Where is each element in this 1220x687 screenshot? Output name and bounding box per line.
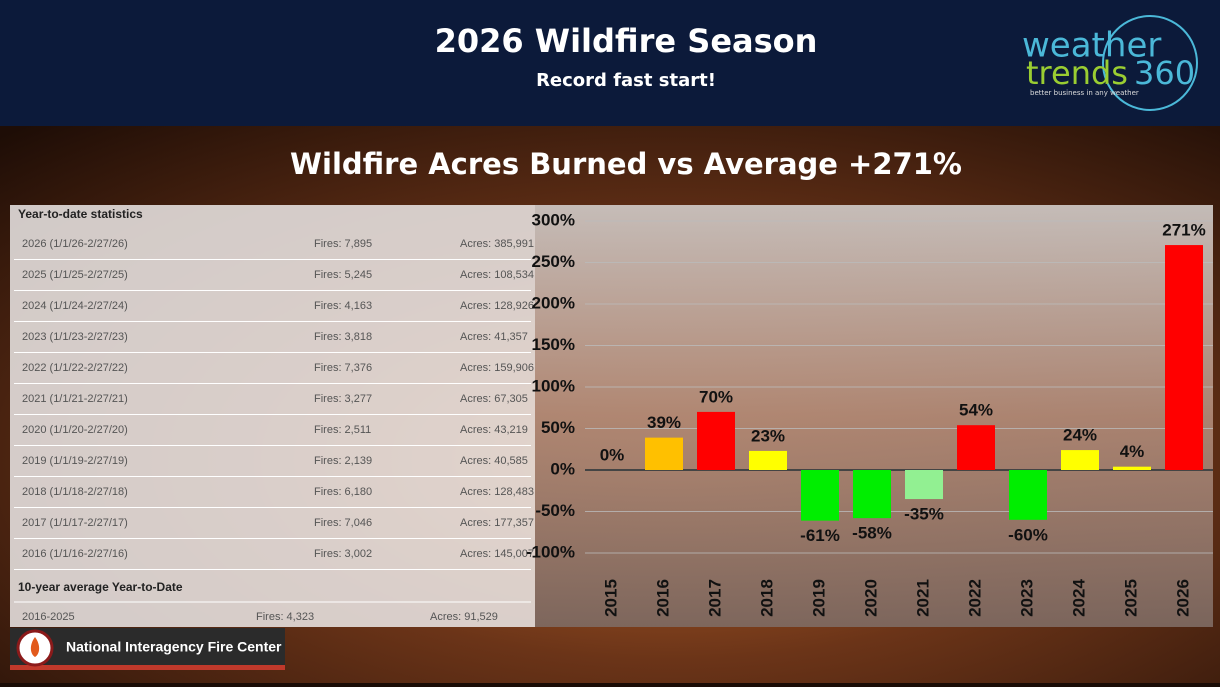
x-tick-label: 2021: [913, 579, 932, 617]
table-panel: [10, 205, 535, 627]
table-cell: 2021 (1/1/21-2/27/21): [22, 393, 128, 405]
x-tick-label: 2016: [653, 579, 672, 617]
chart-title: Wildfire Acres Burned vs Average +271%: [290, 147, 962, 181]
table-cell: Fires: 5,245: [314, 269, 372, 281]
table-cell: Fires: 4,323: [256, 611, 314, 623]
value-label: 70%: [699, 387, 733, 406]
logo-ring: [1102, 15, 1198, 111]
y-tick-label: 0%: [550, 459, 575, 478]
table-cell: Acres: 177,357: [460, 517, 534, 529]
table-cell: Acres: 159,906: [460, 362, 534, 374]
bar: [853, 470, 891, 519]
value-label: 0%: [600, 445, 625, 464]
x-tick-label: 2023: [1017, 579, 1036, 617]
logo: weather trends 360 better business in an…: [1022, 15, 1198, 111]
header-bar: [0, 0, 1220, 126]
table-cell: Acres: 43,219: [460, 424, 528, 436]
bar: [1165, 245, 1203, 470]
y-tick-label: 250%: [532, 252, 575, 271]
bar: [1009, 470, 1047, 520]
value-label: 24%: [1063, 426, 1097, 445]
table-cell: Fires: 7,046: [314, 517, 372, 529]
logo-number: 360: [1134, 54, 1195, 92]
table-cell: Acres: 41,357: [460, 331, 528, 343]
table-cell: Acres: 91,529: [430, 611, 498, 623]
table-cell: Fires: 7,376: [314, 362, 372, 374]
x-tick-label: 2018: [757, 579, 776, 617]
bar: [905, 470, 943, 500]
table-cell: Acres: 40,585: [460, 455, 528, 467]
bar: [697, 411, 735, 470]
value-label: -60%: [1008, 525, 1048, 544]
table-cell: 2018 (1/1/18-2/27/18): [22, 486, 128, 498]
table-cell: Acres: 128,926: [460, 300, 534, 312]
table-cell: Acres: 108,534: [460, 269, 534, 281]
table-title: Year-to-date statistics: [18, 207, 143, 221]
value-label: 271%: [1162, 221, 1205, 240]
footer-stripe: [10, 665, 285, 670]
footer-badge: [10, 628, 285, 670]
x-tick-label: 2024: [1069, 579, 1088, 617]
table-cell: Fires: 3,277: [314, 393, 372, 405]
y-tick-label: 150%: [532, 335, 575, 354]
table-cell: 2025 (1/1/25-2/27/25): [22, 269, 128, 281]
table-cell: 2024 (1/1/24-2/27/24): [22, 300, 128, 312]
table-cell: 2016 (1/1/16-2/27/16): [22, 548, 128, 560]
value-label: 4%: [1120, 442, 1145, 461]
value-label: -58%: [852, 524, 892, 543]
table-cell: Acres: 385,991: [460, 238, 534, 250]
logo-word: trends: [1026, 54, 1128, 92]
y-tick-label: 300%: [532, 210, 575, 229]
x-tick-label: 2022: [965, 579, 984, 617]
table-cell: 2017 (1/1/17-2/27/17): [22, 517, 128, 529]
bar: [645, 437, 683, 470]
footer-source: National Interagency Fire Center: [66, 639, 282, 655]
y-tick-label: -100%: [526, 542, 575, 561]
table-average-title: 10-year average Year-to-Date: [18, 580, 183, 594]
bar: [801, 470, 839, 521]
x-tick-label: 2019: [809, 579, 828, 617]
y-tick-label: 50%: [541, 418, 575, 437]
footer-flame: [30, 637, 40, 657]
x-tick-label: 2026: [1173, 579, 1192, 617]
table-cell: 2020 (1/1/20-2/27/20): [22, 424, 128, 436]
table-cell: Fires: 4,163: [314, 300, 372, 312]
chart-panel: [535, 205, 1213, 627]
table-cell: Acres: 67,305: [460, 393, 528, 405]
value-label: -61%: [800, 526, 840, 545]
x-tick-label: 2017: [705, 579, 724, 617]
table-cell: Acres: 145,007: [460, 548, 534, 560]
table-cell: 2016-2025: [22, 611, 75, 623]
bar: [957, 425, 995, 470]
value-label: -35%: [904, 505, 944, 524]
x-tick-label: 2025: [1121, 579, 1140, 617]
y-tick-label: -50%: [535, 501, 575, 520]
table-cell: Fires: 7,895: [314, 238, 372, 250]
value-label: 23%: [751, 426, 785, 445]
header-subtitle: Record fast start!: [536, 70, 716, 91]
bar: [749, 450, 787, 470]
value-label: 39%: [647, 413, 681, 432]
table-cell: Fires: 3,818: [314, 331, 372, 343]
y-tick-label: 100%: [532, 376, 575, 395]
table-cell: 2023 (1/1/23-2/27/23): [22, 331, 128, 343]
table-cell: Fires: 2,139: [314, 455, 372, 467]
table-cell: Fires: 6,180: [314, 486, 372, 498]
table-cell: 2022 (1/1/22-2/27/22): [22, 362, 128, 374]
x-tick-label: 2015: [601, 579, 620, 617]
header-title: 2026 Wildfire Season: [435, 22, 818, 60]
logo-word: weather: [1022, 26, 1161, 66]
table-cell: Fires: 2,511: [314, 424, 371, 436]
x-tick-label: 2020: [861, 579, 880, 617]
table-cell: Fires: 3,002: [314, 548, 372, 560]
y-tick-label: 200%: [532, 293, 575, 312]
logo-tagline: better business in any weather: [1030, 89, 1139, 97]
bar: [1113, 466, 1151, 470]
bar: [1061, 450, 1099, 470]
table-cell: 2019 (1/1/19-2/27/19): [22, 455, 128, 467]
table-cell: 2026 (1/1/26-2/27/26): [22, 238, 128, 250]
table-cell: Acres: 128,483: [460, 486, 534, 498]
value-label: 54%: [959, 401, 993, 420]
